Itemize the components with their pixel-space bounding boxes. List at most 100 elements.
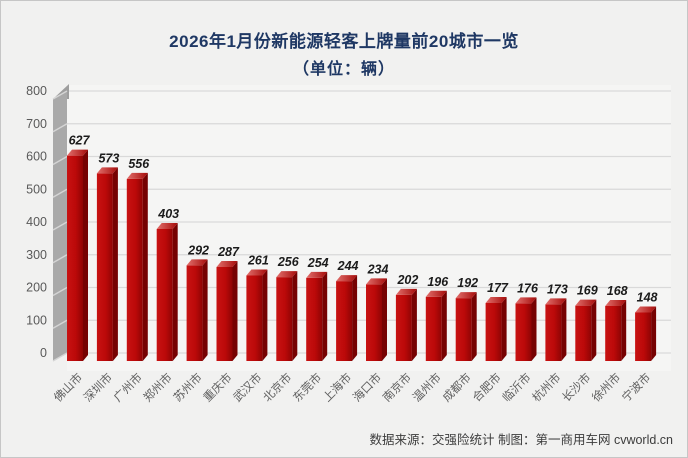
bar-top-face bbox=[485, 297, 507, 304]
bar-value-label: 176 bbox=[517, 281, 539, 295]
bar-front-face bbox=[336, 281, 353, 361]
bar-side-face bbox=[531, 297, 537, 361]
bar bbox=[425, 290, 447, 361]
bar-side-face bbox=[591, 299, 597, 361]
bar bbox=[395, 288, 417, 361]
bar-top-face bbox=[126, 172, 148, 179]
bar-front-face bbox=[485, 303, 502, 361]
bar-value-label: 173 bbox=[547, 282, 568, 296]
bar-front-face bbox=[515, 303, 532, 361]
bar-side-face bbox=[352, 275, 358, 361]
bar bbox=[246, 269, 268, 361]
bar-side-face bbox=[621, 299, 627, 361]
bar-front-face bbox=[545, 304, 562, 361]
bar-front-face bbox=[186, 265, 203, 361]
bar-front-face bbox=[246, 275, 263, 361]
wall-gridline-cut bbox=[52, 90, 68, 100]
bar-value-label: 403 bbox=[157, 207, 179, 221]
bar-value-label: 256 bbox=[277, 255, 300, 269]
bar-front-face bbox=[455, 298, 472, 361]
x-tick-label: 重庆市 bbox=[200, 370, 234, 404]
bar bbox=[306, 271, 328, 361]
bar-front-face bbox=[306, 277, 323, 361]
bar-top-face bbox=[96, 167, 118, 174]
bar-value-label: 287 bbox=[217, 245, 240, 259]
bar-front-face bbox=[96, 173, 113, 361]
bar-value-label: 169 bbox=[577, 284, 598, 298]
bar-side-face bbox=[471, 292, 477, 361]
x-tick-label: 海口市 bbox=[350, 370, 384, 404]
bar-side-face bbox=[322, 271, 328, 361]
bar-front-face bbox=[425, 296, 442, 361]
x-tick-label: 广州市 bbox=[111, 370, 145, 404]
bar bbox=[96, 167, 118, 361]
y-tick-label: 200 bbox=[26, 281, 47, 295]
x-tick-label: 南京市 bbox=[380, 370, 414, 404]
source-note: 数据来源：交强险统计 制图：第一商用车网 cvworld.cn bbox=[369, 433, 674, 447]
x-tick-label: 佛山市 bbox=[51, 370, 85, 404]
x-tick-label: 温州市 bbox=[410, 370, 444, 404]
x-tick-label: 苏州市 bbox=[170, 370, 204, 404]
bar bbox=[126, 172, 148, 361]
bar-front-face bbox=[366, 284, 382, 361]
bar-top-face bbox=[306, 271, 328, 278]
bar-front-face bbox=[126, 178, 143, 361]
bar-side-face bbox=[83, 149, 88, 361]
bar-front-face bbox=[276, 277, 293, 361]
x-tick-label: 成都市 bbox=[440, 370, 474, 404]
bar-top-face bbox=[605, 299, 627, 306]
bar-value-label: 196 bbox=[427, 275, 449, 289]
chart-subtitle: （单位：辆） bbox=[292, 61, 395, 78]
bar-top-face bbox=[366, 278, 387, 285]
wall-gridline-cut bbox=[52, 221, 68, 231]
x-tick-label: 郑州市 bbox=[141, 370, 175, 404]
bar-side-face bbox=[651, 306, 657, 361]
bar-top-face bbox=[336, 275, 358, 282]
wall-gridline-cut bbox=[52, 123, 68, 133]
x-tick-label: 北京市 bbox=[260, 370, 294, 404]
wall-gridline-cut bbox=[52, 155, 68, 166]
bar-top-face bbox=[395, 288, 417, 295]
x-tick-label: 宁波市 bbox=[619, 370, 653, 404]
bar bbox=[455, 292, 477, 361]
chart-title: 2026年1月份新能源轻客上牌量前20城市一览 bbox=[169, 32, 519, 51]
bar-side-face bbox=[411, 288, 417, 361]
bar bbox=[67, 149, 88, 361]
bar-front-face bbox=[605, 305, 622, 361]
bar-side-face bbox=[262, 269, 268, 361]
y-tick-label: 300 bbox=[26, 248, 47, 262]
bar-top-face bbox=[545, 298, 567, 305]
bar bbox=[366, 278, 387, 361]
bar-top-face bbox=[455, 292, 477, 299]
bar-front-face bbox=[575, 305, 592, 361]
y-tick-label: 100 bbox=[26, 313, 47, 327]
bar bbox=[485, 297, 507, 361]
bar-top-face bbox=[425, 290, 447, 297]
x-tick-label: 杭州市 bbox=[529, 370, 563, 404]
bar-side-face bbox=[292, 271, 298, 361]
bar-top-face bbox=[575, 299, 597, 306]
y-tick-label: 700 bbox=[26, 117, 47, 131]
x-tick-label: 临沂市 bbox=[499, 370, 533, 404]
bar-value-label: 573 bbox=[98, 151, 119, 165]
y-tick-label: 0 bbox=[40, 346, 47, 360]
bar-front-face bbox=[635, 312, 652, 361]
bar bbox=[336, 275, 358, 361]
bar-value-label: 292 bbox=[187, 243, 209, 257]
bar-top-face bbox=[186, 259, 208, 266]
bar-side-face bbox=[202, 259, 208, 361]
bar-value-label: 234 bbox=[367, 262, 389, 276]
bar bbox=[515, 297, 537, 361]
wall-gridline-cut bbox=[52, 286, 68, 297]
bar-value-label: 168 bbox=[607, 284, 628, 298]
bar-top-face bbox=[246, 269, 268, 276]
y-tick-label: 600 bbox=[26, 150, 47, 164]
bar-top-face bbox=[216, 261, 238, 268]
x-tick-label: 武汉市 bbox=[230, 370, 264, 404]
bar-side-face bbox=[441, 290, 447, 361]
x-tick-label: 长沙市 bbox=[559, 370, 593, 404]
bar-value-label: 177 bbox=[487, 281, 509, 295]
bar-top-face bbox=[67, 149, 88, 156]
